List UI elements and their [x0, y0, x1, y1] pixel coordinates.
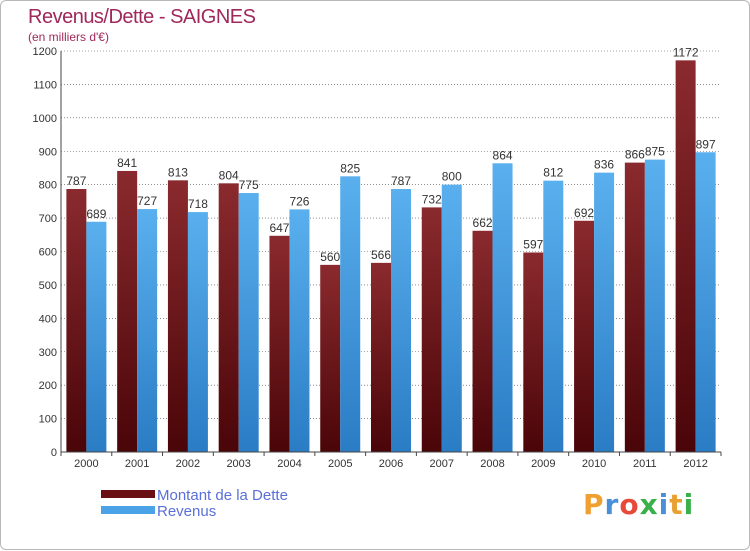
proxiti-logo: Proxiti [583, 488, 694, 521]
y-tick-label: 300 [39, 347, 57, 359]
data-label-revenue: 787 [391, 174, 411, 188]
legend-label-revenue: Revenus [157, 503, 217, 520]
x-tick-label: 2002 [176, 458, 200, 470]
data-label-revenue: 836 [594, 158, 614, 172]
chart-subtitle: (en milliers d'€) [28, 30, 109, 44]
bar-debt [218, 183, 239, 452]
y-tick-label: 0 [51, 447, 57, 459]
data-label-debt: 662 [473, 216, 493, 230]
data-label-revenue: 812 [543, 166, 563, 180]
logo-letter: P [583, 488, 605, 521]
bar-debt [574, 220, 595, 452]
data-label-revenue: 727 [137, 194, 157, 208]
y-tick-label: 200 [39, 380, 57, 392]
data-label-debt: 866 [625, 148, 645, 162]
data-label-revenue: 726 [289, 194, 309, 208]
x-tick-label: 2011 [633, 458, 657, 470]
data-label-debt: 787 [66, 174, 86, 188]
bar-revenue [441, 184, 462, 452]
y-tick-label: 600 [39, 247, 57, 259]
bar-debt [523, 252, 544, 452]
y-tick-label: 100 [39, 414, 57, 426]
x-tick-label: 2008 [480, 458, 504, 470]
y-tick-label: 400 [39, 313, 57, 325]
data-label-debt: 804 [219, 168, 239, 182]
bar-revenue [391, 189, 411, 452]
bar-revenue [594, 172, 615, 453]
bar-revenue [644, 159, 665, 452]
bar-revenue [86, 221, 107, 452]
x-tick-label: 2009 [531, 458, 555, 470]
legend-label-debt: Montant de la Dette [157, 487, 288, 504]
legend-swatch-debt [101, 490, 155, 498]
data-label-debt: 647 [269, 221, 289, 235]
bar-debt [472, 230, 493, 452]
data-label-revenue: 897 [696, 137, 716, 151]
data-label-debt: 841 [117, 156, 137, 170]
bar-revenue [187, 212, 208, 452]
data-label-debt: 813 [168, 165, 188, 179]
x-tick-label: 2012 [683, 458, 707, 470]
x-tick-label: 2005 [328, 458, 352, 470]
data-label-revenue: 875 [645, 145, 665, 159]
bar-revenue [695, 152, 716, 452]
bar-debt [320, 264, 341, 452]
data-label-debt: 566 [371, 248, 391, 262]
data-label-revenue: 825 [340, 161, 360, 175]
data-label-debt: 732 [422, 192, 442, 206]
x-tick-label: 2010 [582, 458, 606, 470]
bar-revenue [137, 209, 158, 452]
data-label-debt: 1172 [673, 45, 699, 59]
bar-revenue [340, 176, 361, 452]
logo-letter: t [669, 488, 684, 521]
x-tick-label: 2001 [125, 458, 149, 470]
logo-letter: i [658, 488, 670, 521]
legend-swatch-revenue [101, 506, 155, 514]
data-label-debt: 597 [523, 238, 543, 252]
logo-letter: o [619, 488, 640, 521]
data-label-debt: 692 [574, 206, 594, 220]
y-tick-label: 800 [39, 180, 57, 192]
bar-debt [421, 207, 442, 452]
bar-debt [117, 170, 138, 453]
bar-debt [269, 235, 290, 452]
data-label-debt: 560 [320, 250, 340, 264]
y-tick-label: 1000 [33, 113, 57, 125]
bar-debt [371, 262, 391, 452]
y-tick-label: 700 [39, 213, 57, 225]
bar-revenue [238, 193, 259, 453]
x-tick-label: 2007 [430, 458, 454, 470]
y-tick-label: 1200 [33, 46, 57, 58]
data-label-revenue: 775 [239, 178, 259, 192]
data-label-revenue: 864 [493, 148, 513, 162]
bar-debt [624, 162, 645, 452]
x-tick-label: 2006 [379, 458, 403, 470]
x-tick-label: 2004 [277, 458, 301, 470]
data-label-revenue: 800 [442, 170, 462, 184]
x-tick-label: 2000 [74, 458, 98, 470]
y-tick-label: 1100 [33, 79, 57, 91]
bar-revenue [289, 209, 310, 452]
logo-letter: x [639, 488, 659, 521]
logo-letter: r [604, 488, 620, 521]
bar-debt [167, 180, 188, 452]
logo-letter: i [683, 488, 695, 521]
bar-debt [66, 189, 87, 452]
bar-debt [675, 60, 696, 453]
x-tick-label: 2003 [226, 458, 250, 470]
bar-revenue [492, 163, 513, 452]
data-label-revenue: 689 [86, 207, 106, 221]
y-tick-label: 900 [39, 146, 57, 158]
data-label-revenue: 718 [188, 197, 208, 211]
bar-revenue [543, 180, 564, 452]
y-tick-label: 500 [39, 280, 57, 292]
chart-title: Revenus/Dette - SAIGNES [28, 6, 256, 28]
